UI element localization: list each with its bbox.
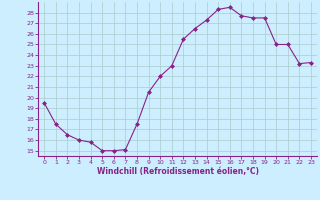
X-axis label: Windchill (Refroidissement éolien,°C): Windchill (Refroidissement éolien,°C) <box>97 167 259 176</box>
